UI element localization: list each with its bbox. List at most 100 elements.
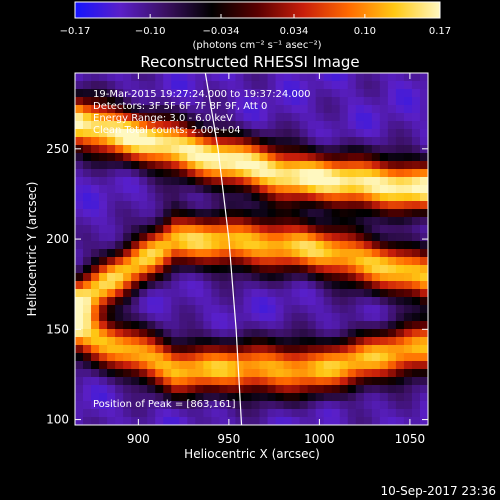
heatmap-cell [267, 97, 277, 106]
heatmap-cell [219, 369, 229, 378]
heatmap-cell [75, 137, 84, 146]
heatmap-cell [283, 265, 293, 274]
heatmap-cell [163, 409, 172, 418]
heatmap-cell [283, 145, 293, 154]
heatmap-cell [371, 121, 381, 130]
heatmap-cell [419, 409, 428, 418]
heatmap-cell [75, 353, 84, 362]
heatmap-cell [179, 273, 188, 282]
heatmap-cell [203, 409, 212, 418]
heatmap-cell [267, 281, 277, 290]
heatmap-cell [155, 337, 164, 346]
heatmap-cell [171, 273, 180, 282]
heatmap-cell [83, 185, 92, 194]
heatmap-cell [395, 225, 405, 234]
heatmap-cell [99, 321, 108, 330]
heatmap-cell [411, 321, 421, 330]
heatmap-cell [259, 305, 269, 314]
heatmap-cell [131, 257, 140, 266]
heatmap-cell [323, 217, 333, 226]
heatmap-cell [99, 417, 108, 425]
heatmap-cell [235, 209, 245, 218]
heatmap-cell [347, 177, 357, 186]
heatmap-cell [219, 417, 229, 425]
heatmap-cell [371, 177, 381, 186]
heatmap-cell [83, 129, 92, 138]
heatmap-cell [419, 393, 428, 402]
heatmap-cell [347, 193, 357, 202]
heatmap-cell [203, 225, 212, 234]
heatmap-cell [123, 225, 132, 234]
x-tick-label: 900 [127, 432, 150, 446]
heatmap-cell [315, 73, 325, 82]
heatmap-cell [363, 353, 373, 362]
heatmap-cell [115, 265, 124, 274]
heatmap-cell [235, 257, 245, 266]
heatmap-cell [139, 185, 148, 194]
heatmap-cell [195, 321, 204, 330]
heatmap-cell [235, 153, 245, 162]
heatmap-cell [147, 193, 156, 202]
heatmap-cell [187, 137, 196, 146]
heatmap-cell [275, 161, 285, 170]
heatmap-cell [275, 401, 285, 410]
heatmap-cell [403, 385, 413, 394]
heatmap-cell [147, 329, 156, 338]
heatmap-cell [235, 201, 245, 210]
heatmap-cell [171, 217, 180, 226]
heatmap-cell [219, 185, 229, 194]
heatmap-cell [155, 313, 164, 322]
heatmap-cell [379, 145, 389, 154]
heatmap-cell [403, 209, 413, 218]
heatmap-cell [339, 361, 349, 370]
heatmap-cell [283, 417, 293, 425]
heatmap-cell [195, 129, 204, 138]
heatmap-cell [179, 201, 188, 210]
heatmap-cell [315, 121, 325, 130]
heatmap-cell [107, 193, 116, 202]
heatmap-cell [331, 353, 341, 362]
heatmap-cell [307, 193, 317, 202]
heatmap-cell [155, 201, 164, 210]
heatmap-cell [419, 169, 428, 178]
heatmap-cell [123, 409, 132, 418]
heatmap-cell [371, 361, 381, 370]
heatmap-cell [395, 369, 405, 378]
heatmap-cell [379, 121, 389, 130]
heatmap-cell [403, 185, 413, 194]
heatmap-cell [347, 289, 357, 298]
heatmap-cell [147, 353, 156, 362]
heatmap-cell [315, 321, 325, 330]
heatmap-cell [187, 377, 196, 386]
heatmap-cell [267, 345, 277, 354]
heatmap-cell [267, 329, 277, 338]
heatmap-cell [203, 345, 212, 354]
heatmap-cell [219, 121, 229, 130]
heatmap-cell [395, 121, 405, 130]
heatmap-cell [275, 145, 285, 154]
heatmap-cell [339, 393, 349, 402]
heatmap-cell [371, 129, 381, 138]
heatmap-cell [107, 209, 116, 218]
heatmap-cell [123, 361, 132, 370]
heatmap-cell [75, 289, 84, 298]
heatmap-cell [91, 201, 100, 210]
heatmap-cell [147, 249, 156, 258]
heatmap-cell [323, 329, 333, 338]
heatmap-cell [195, 337, 204, 346]
heatmap-cell [187, 305, 196, 314]
heatmap-cell [395, 73, 405, 82]
heatmap-cell [147, 401, 156, 410]
heatmap-cell [195, 417, 204, 425]
heatmap-cell [283, 241, 293, 250]
heatmap-cell [339, 81, 349, 90]
heatmap-cell [219, 97, 229, 106]
heatmap-cell [403, 97, 413, 106]
heatmap-cell [171, 289, 180, 298]
heatmap-cell [99, 105, 108, 114]
heatmap-cell [283, 121, 293, 130]
heatmap-cell [155, 353, 164, 362]
heatmap-cell [171, 409, 180, 418]
heatmap-cell [339, 249, 349, 258]
heatmap-cell [299, 81, 309, 90]
